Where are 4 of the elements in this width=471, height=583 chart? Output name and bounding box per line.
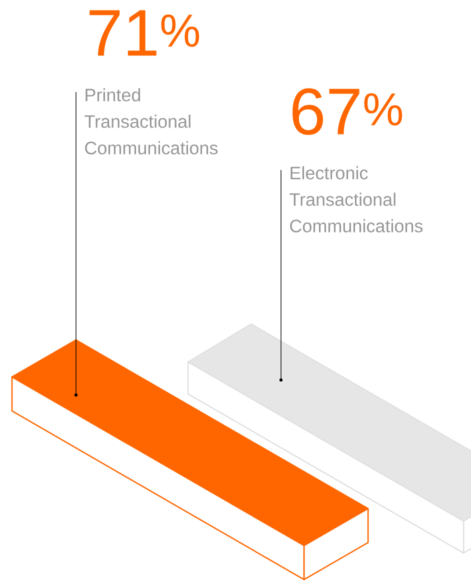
data-label: 71$^{%}$: [90, 10, 200, 56]
category-label: Electronic Transactional Communications: [290, 166, 423, 232]
data-label: 67$^{%}$: [292, 88, 402, 135]
category-label: Printed Transactional Communications: [84, 88, 218, 154]
